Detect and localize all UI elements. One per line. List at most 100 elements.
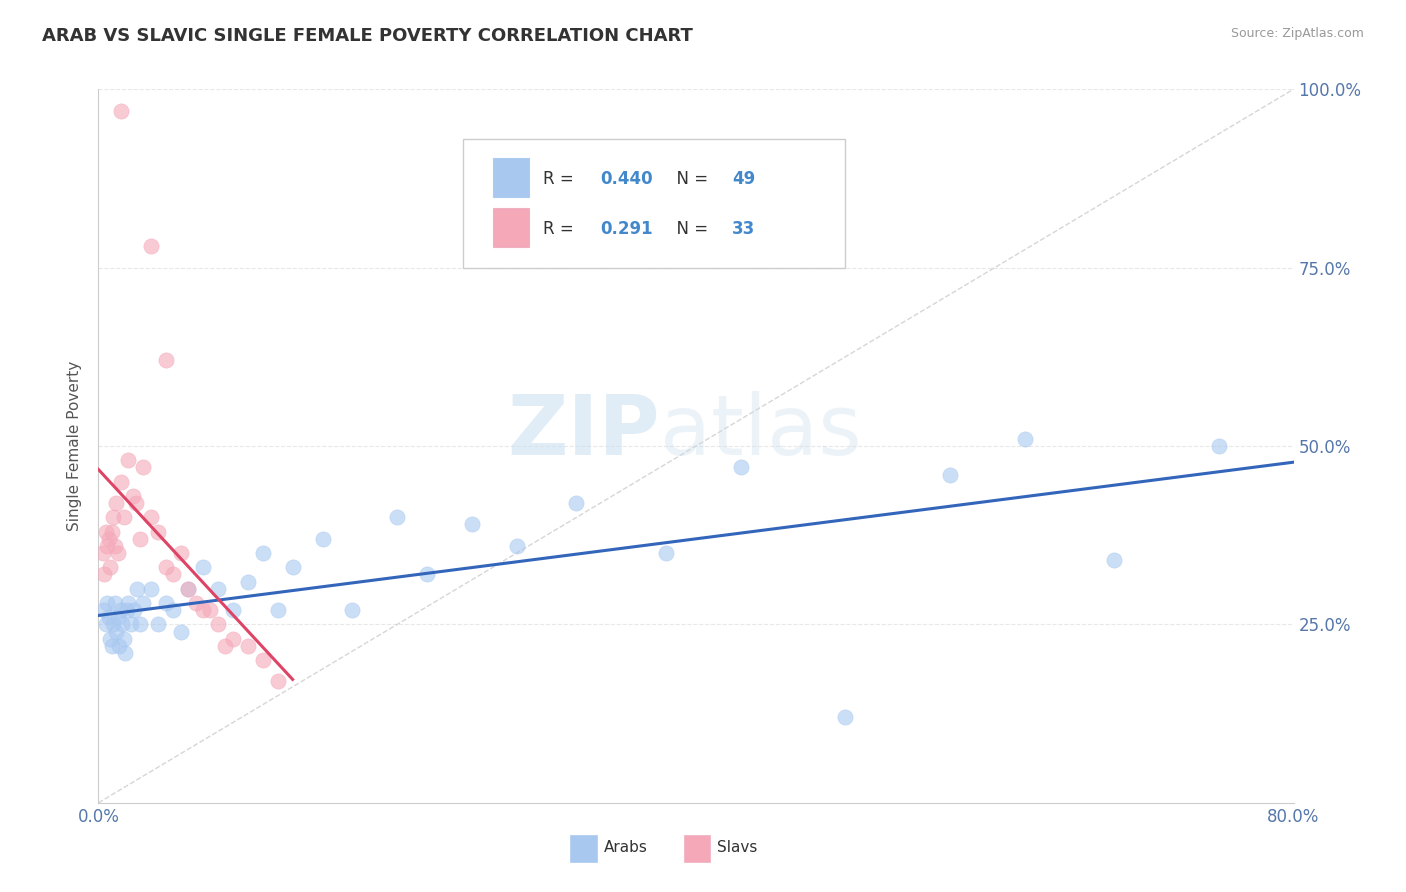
Point <box>416 567 439 582</box>
Point <box>939 467 962 482</box>
Point <box>98 632 122 646</box>
Point <box>222 632 245 646</box>
Point <box>115 603 138 617</box>
Point <box>385 510 409 524</box>
Text: Arabs: Arabs <box>605 840 648 855</box>
Point <box>148 524 170 539</box>
Text: N =: N = <box>666 170 713 188</box>
Point <box>236 639 259 653</box>
Point <box>834 710 856 724</box>
Point <box>169 546 191 560</box>
Point <box>125 496 148 510</box>
Point <box>655 546 678 560</box>
Point <box>107 546 129 560</box>
Point <box>110 103 132 118</box>
Point <box>281 560 304 574</box>
Point <box>105 496 128 510</box>
Y-axis label: Single Female Poverty: Single Female Poverty <box>67 361 83 531</box>
Point <box>191 603 214 617</box>
Point <box>97 610 120 624</box>
Point <box>132 460 155 475</box>
Point <box>169 624 191 639</box>
Point <box>112 632 135 646</box>
Point <box>91 546 114 560</box>
Point <box>311 532 333 546</box>
Point <box>129 532 152 546</box>
Point <box>112 510 135 524</box>
Point <box>252 653 274 667</box>
Point <box>1014 432 1036 446</box>
Text: ZIP: ZIP <box>508 392 661 472</box>
Point <box>96 596 118 610</box>
Point <box>191 560 214 574</box>
Text: atlas: atlas <box>661 392 862 472</box>
Point <box>114 646 136 660</box>
Point <box>132 596 155 610</box>
Point <box>105 624 128 639</box>
Point <box>162 567 184 582</box>
Point <box>110 475 132 489</box>
FancyBboxPatch shape <box>494 208 529 247</box>
Point <box>101 524 124 539</box>
Point <box>93 567 115 582</box>
Point <box>96 539 118 553</box>
Point <box>101 639 124 653</box>
Text: 33: 33 <box>733 220 755 238</box>
Text: Source: ZipAtlas.com: Source: ZipAtlas.com <box>1230 27 1364 40</box>
Text: ARAB VS SLAVIC SINGLE FEMALE POVERTY CORRELATION CHART: ARAB VS SLAVIC SINGLE FEMALE POVERTY COR… <box>42 27 693 45</box>
Text: R =: R = <box>543 170 579 188</box>
Point <box>98 560 122 574</box>
Point <box>155 353 177 368</box>
Point <box>342 603 364 617</box>
FancyBboxPatch shape <box>685 835 710 862</box>
Point <box>200 603 222 617</box>
Text: 49: 49 <box>733 170 755 188</box>
Point <box>214 639 236 653</box>
Point <box>222 603 245 617</box>
Point <box>267 674 290 689</box>
Point <box>107 610 129 624</box>
Point <box>1208 439 1230 453</box>
Point <box>120 617 142 632</box>
Point <box>103 510 125 524</box>
FancyBboxPatch shape <box>571 835 596 862</box>
Point <box>177 582 200 596</box>
Point <box>94 524 117 539</box>
Point <box>177 582 200 596</box>
Point <box>1104 553 1126 567</box>
Point <box>127 582 149 596</box>
Point <box>236 574 259 589</box>
Point <box>730 460 752 475</box>
Point <box>117 596 139 610</box>
Point <box>97 532 120 546</box>
Point <box>108 639 131 653</box>
Point <box>207 617 229 632</box>
Point <box>111 617 134 632</box>
Point <box>252 546 274 560</box>
Text: R =: R = <box>543 220 579 238</box>
Point <box>139 239 162 253</box>
Point <box>155 560 177 574</box>
FancyBboxPatch shape <box>463 139 845 268</box>
Point <box>110 603 132 617</box>
Point <box>565 496 588 510</box>
Point <box>139 582 162 596</box>
Point <box>103 617 125 632</box>
Point <box>139 510 162 524</box>
Text: 0.440: 0.440 <box>600 170 652 188</box>
Point <box>104 539 127 553</box>
Point <box>148 617 170 632</box>
Text: N =: N = <box>666 220 713 238</box>
Point <box>104 596 127 610</box>
Point <box>155 596 177 610</box>
Point <box>117 453 139 467</box>
Point <box>162 603 184 617</box>
Point <box>124 603 146 617</box>
Point <box>94 617 117 632</box>
Text: Slavs: Slavs <box>717 840 758 855</box>
Point <box>506 539 529 553</box>
Point <box>93 603 115 617</box>
Point <box>184 596 207 610</box>
FancyBboxPatch shape <box>494 158 529 197</box>
Point <box>207 582 229 596</box>
